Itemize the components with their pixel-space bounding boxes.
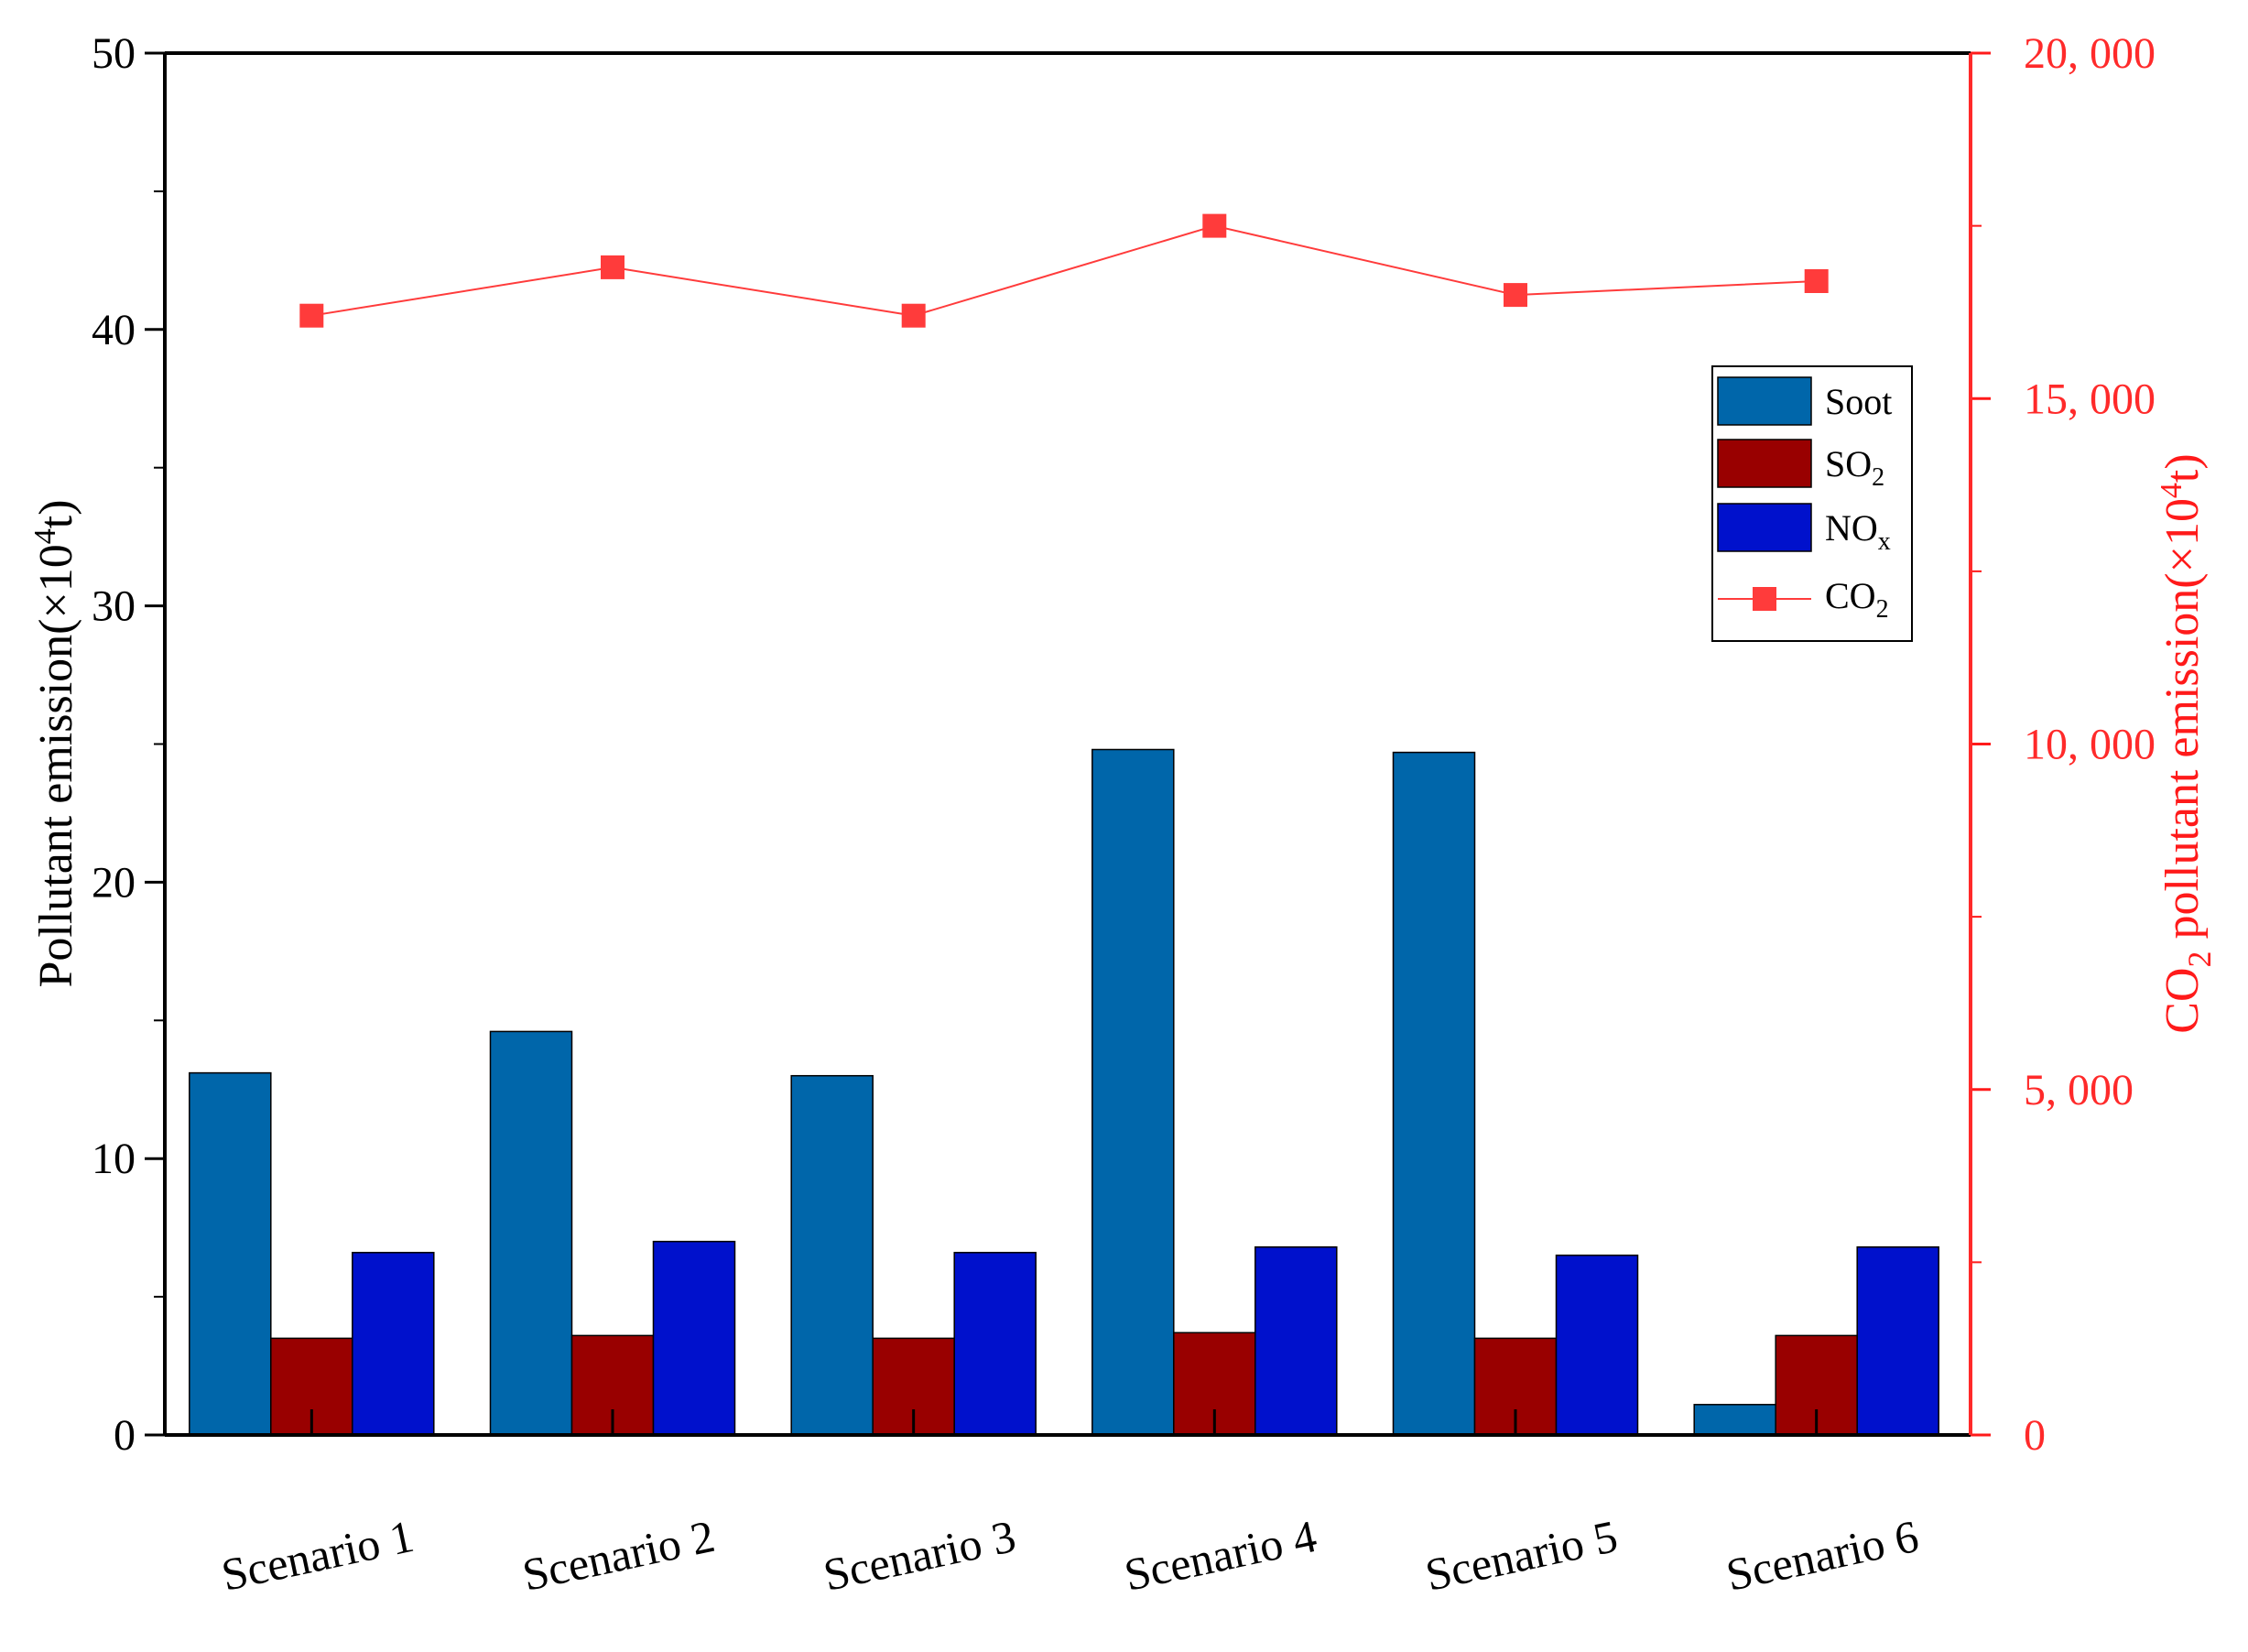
right-axis-title: CO2 pollutant emission(×104t) [2155,453,2218,1033]
bar-nox-4 [1254,1246,1338,1436]
right-tick-label-1: 5, 000 [2024,1066,2134,1114]
legend-swatch-nox [1717,503,1812,552]
left-tick-label-4: 40 [92,306,136,354]
point-co2-3 [901,303,926,328]
left-tick-label-0: 0 [114,1411,136,1460]
left-tick-label-1: 10 [92,1135,136,1183]
x-tick-label-4: Scenario 4 [1120,1510,1320,1601]
left-tick-label-3: 30 [92,582,136,631]
bar-nox-3 [953,1252,1037,1436]
right-tick-label-3: 15, 000 [2024,375,2156,423]
point-co2-2 [601,255,624,279]
legend-label-co2: CO2 [1825,575,1889,624]
co2-line-layer [299,213,1829,328]
legend-marker-co2 [1753,587,1776,611]
legend-swatch-so2 [1717,439,1812,488]
right-tick-label-2: 10, 000 [2024,721,2156,769]
point-co2-4 [1202,213,1227,238]
legend-swatch-soot [1717,376,1812,426]
bar-so2-3 [872,1337,955,1436]
bars-layer [189,748,1939,1436]
line-co2 [311,224,1817,317]
bar-nox-1 [352,1252,435,1436]
left-axis-title: Pollutant emission(×104t) [28,499,82,987]
bar-soot-5 [1392,751,1476,1436]
legend: Soot SO2 NOx CO2 [1711,365,1913,642]
legend-label-soot: Soot [1825,381,1892,422]
left-tick-label-5: 50 [92,29,136,78]
category-labels: Scenario 1 Scenario 2 Scenario 3 Scenario 4… [217,1510,1923,1601]
bar-soot-6 [1693,1404,1776,1436]
bar-soot-1 [189,1071,272,1436]
bar-nox-2 [652,1240,736,1436]
x-tick-label-6: Scenario 6 [1721,1510,1922,1601]
x-tick-label-5: Scenario 5 [1421,1510,1622,1601]
x-tick-label-2: Scenario 2 [518,1510,719,1601]
point-co2-6 [1804,269,1829,293]
axes-layer [163,51,1972,1437]
bar-nox-5 [1555,1255,1639,1436]
right-tick-label-0: 0 [2024,1411,2046,1460]
point-co2-5 [1504,283,1527,308]
x-tick-label-1: Scenario 1 [217,1510,418,1601]
left-tick-label-2: 20 [92,858,136,907]
legend-label-so2: SO2 [1825,443,1884,492]
point-co2-1 [299,303,324,328]
legend-label-nox: NOx [1825,507,1891,556]
bar-soot-4 [1091,748,1175,1436]
bar-nox-6 [1856,1246,1939,1436]
ticks-layer: 0 10 20 30 40 50 0 5, 000 10, 000 15, 000 20, 000 [92,29,2156,1460]
bar-soot-3 [790,1074,874,1436]
bar-soot-2 [489,1030,573,1436]
right-tick-label-4: 20, 000 [2024,29,2156,78]
x-tick-label-3: Scenario 3 [819,1510,1019,1601]
